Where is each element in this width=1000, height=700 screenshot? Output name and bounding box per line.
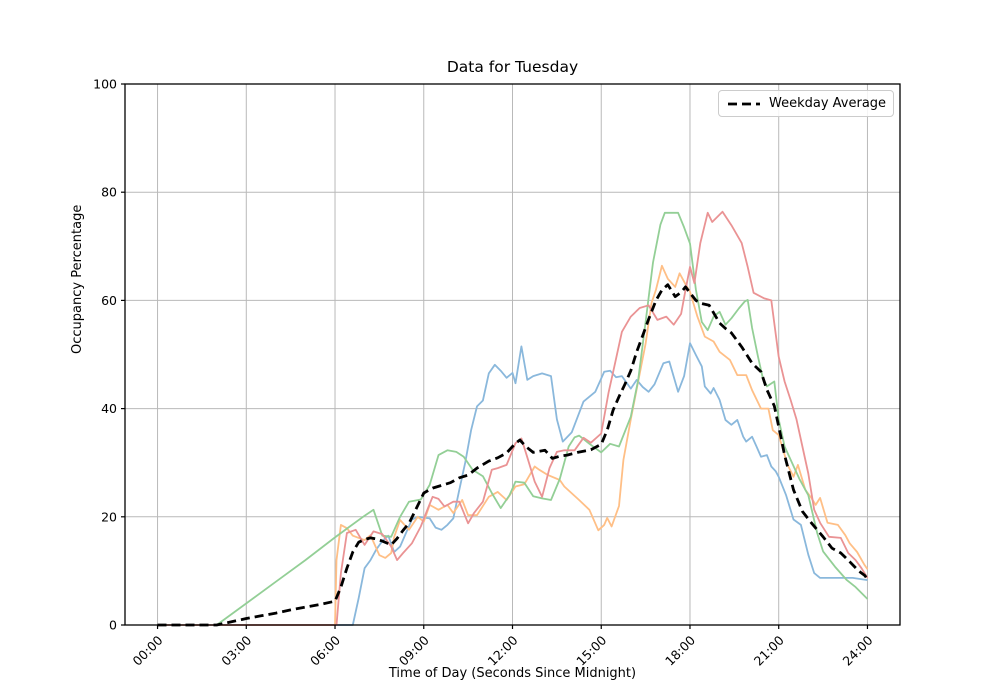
x-axis-label: Time of Day (Seconds Since Midnight) (388, 666, 637, 681)
y-tick-label: 20 (101, 509, 117, 524)
x-tick-label: 18:00 (662, 632, 698, 668)
y-tick-label: 0 (109, 618, 117, 633)
series-line-day-series-blue (157, 342, 868, 626)
legend-dashed-line-sample (728, 102, 760, 105)
y-tick-label: 100 (93, 77, 117, 92)
x-tick-label: 09:00 (396, 632, 432, 668)
x-tick-label: 12:00 (485, 632, 521, 668)
x-tick-label: 24:00 (839, 632, 875, 668)
series-line-day-series-red (157, 210, 869, 626)
series-line-day-series-orange (157, 264, 869, 626)
y-tick-label: 40 (101, 401, 117, 416)
x-tick-label: 06:00 (307, 632, 343, 668)
x-tick-label: 15:00 (573, 632, 609, 668)
y-tick-label: 60 (101, 293, 117, 308)
legend: Weekday Average (718, 90, 894, 117)
chart-title: Data for Tuesday (446, 58, 579, 76)
x-tick-label: 03:00 (218, 632, 254, 668)
series-line-weekday-average (157, 283, 869, 627)
x-tick-label: 00:00 (130, 632, 166, 668)
series-line-day-series-green (157, 211, 869, 626)
x-tick-label: 21:00 (751, 632, 787, 668)
y-tick-label: 80 (101, 185, 117, 200)
legend-label: Weekday Average (769, 96, 887, 111)
